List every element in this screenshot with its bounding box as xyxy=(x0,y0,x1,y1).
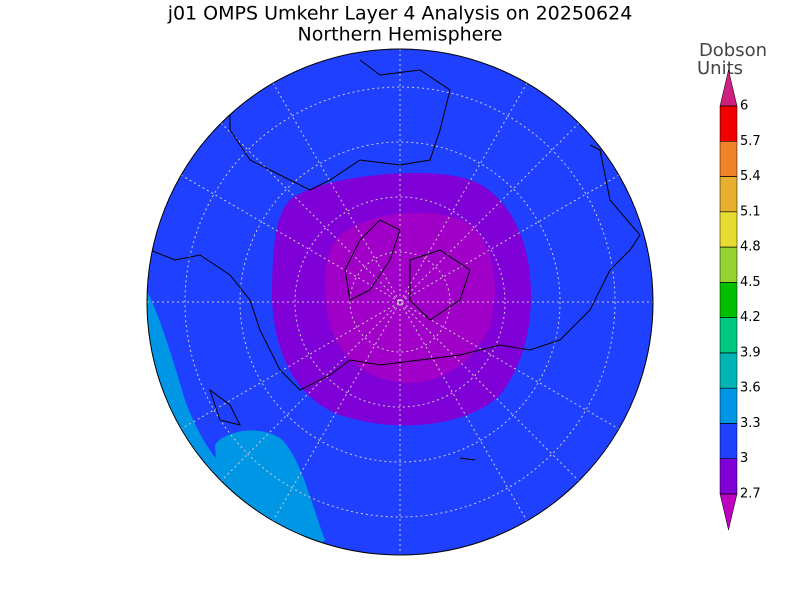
colorbar-segment xyxy=(719,423,738,459)
colorbar-segment xyxy=(719,141,738,177)
map xyxy=(147,49,653,555)
colorbar-segment xyxy=(719,458,738,495)
coastlines xyxy=(149,59,641,461)
colorbar-tick-label: 2.7 xyxy=(740,487,761,502)
colorbar-under xyxy=(719,493,738,531)
colorbar-segment xyxy=(719,317,738,354)
colorbar-tick-label: 4.5 xyxy=(740,275,761,290)
colorbar-label: Dobson xyxy=(699,40,767,61)
colorbar-tick-label: 4.8 xyxy=(740,240,761,255)
colorbar-segment xyxy=(719,176,738,213)
colorbar-tick-label: 4.2 xyxy=(740,310,761,325)
colorbar-segment xyxy=(719,105,738,142)
title: j01 OMPS Umkehr Layer 4 Analysis on 2025… xyxy=(167,3,633,25)
colorbar-segment xyxy=(719,246,738,283)
colorbar-tick-label: 5.4 xyxy=(740,169,761,184)
colorbar: Dobson Units 2.7 3 3.3 3.6 3.9 4.2 4.5 4.8 5.1 5.… xyxy=(697,40,767,531)
colorbar-tick-label: 3.3 xyxy=(740,416,761,431)
colorbar-tick-label: 3.6 xyxy=(740,381,761,396)
colorbar-tick-label: 5.7 xyxy=(740,134,761,149)
colorbar-tick-label: 3.9 xyxy=(740,345,761,360)
colorbar-tick-label: 5.1 xyxy=(740,204,761,219)
colorbar-segment xyxy=(719,282,738,318)
colorbar-segment xyxy=(719,352,738,389)
colorbar-segment xyxy=(719,387,738,424)
colorbar-tick-label: 3 xyxy=(740,451,748,466)
colorbar-label: Units xyxy=(697,58,743,79)
subtitle: Northern Hemisphere xyxy=(298,24,503,46)
colorbar-tick-label: 6 xyxy=(740,99,748,114)
graticule xyxy=(147,49,653,555)
map-border xyxy=(146,48,654,556)
colorbar-segment xyxy=(719,211,738,248)
